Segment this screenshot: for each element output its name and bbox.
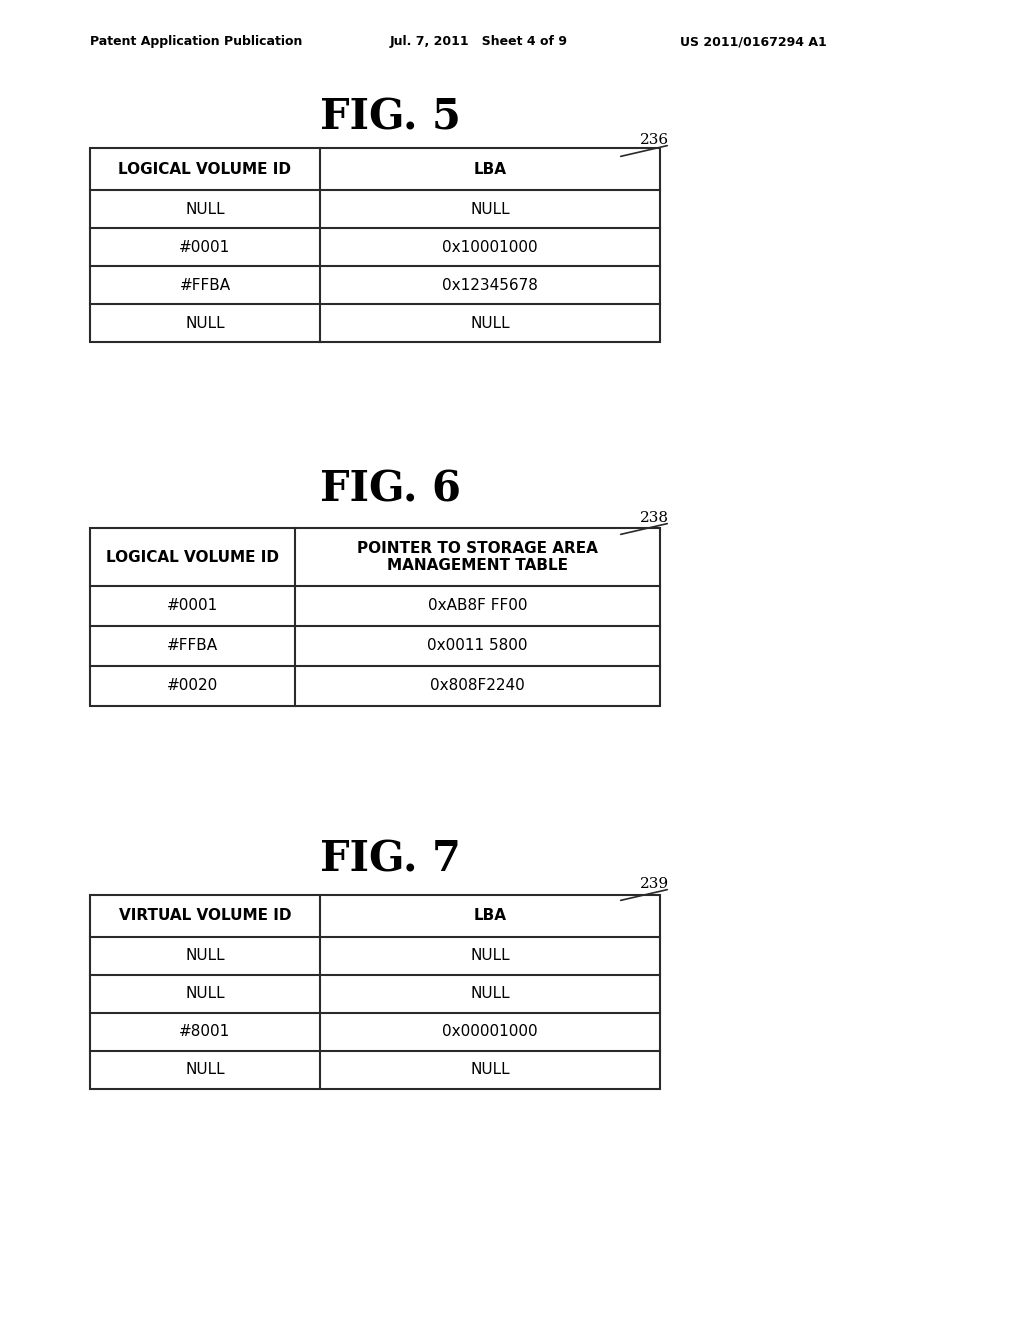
- Text: NULL: NULL: [470, 949, 510, 964]
- Text: Patent Application Publication: Patent Application Publication: [90, 36, 302, 49]
- Text: 0x00001000: 0x00001000: [442, 1024, 538, 1040]
- Text: 0x808F2240: 0x808F2240: [430, 678, 525, 693]
- Text: NULL: NULL: [470, 1063, 510, 1077]
- Text: NULL: NULL: [470, 986, 510, 1002]
- Bar: [90, 528, 660, 706]
- Text: 0x10001000: 0x10001000: [442, 239, 538, 255]
- Text: 236: 236: [640, 133, 669, 147]
- Text: NULL: NULL: [185, 202, 225, 216]
- Bar: [90, 895, 660, 1089]
- Text: #FFBA: #FFBA: [179, 277, 230, 293]
- Text: LBA: LBA: [473, 908, 507, 924]
- Text: FIG. 6: FIG. 6: [319, 469, 461, 511]
- Text: LOGICAL VOLUME ID: LOGICAL VOLUME ID: [119, 161, 292, 177]
- Text: POINTER TO STORAGE AREA
MANAGEMENT TABLE: POINTER TO STORAGE AREA MANAGEMENT TABLE: [357, 541, 598, 573]
- Text: 0xAB8F FF00: 0xAB8F FF00: [428, 598, 527, 614]
- Text: 0x12345678: 0x12345678: [442, 277, 538, 293]
- Text: LOGICAL VOLUME ID: LOGICAL VOLUME ID: [106, 549, 279, 565]
- Text: NULL: NULL: [470, 315, 510, 330]
- Text: US 2011/0167294 A1: US 2011/0167294 A1: [680, 36, 826, 49]
- Text: #0001: #0001: [179, 239, 230, 255]
- Text: #FFBA: #FFBA: [167, 639, 218, 653]
- Text: NULL: NULL: [470, 202, 510, 216]
- Text: VIRTUAL VOLUME ID: VIRTUAL VOLUME ID: [119, 908, 291, 924]
- Text: FIG. 5: FIG. 5: [319, 96, 461, 139]
- Text: 239: 239: [640, 876, 669, 891]
- Text: 238: 238: [640, 511, 669, 525]
- Text: #0001: #0001: [167, 598, 218, 614]
- Text: LBA: LBA: [473, 161, 507, 177]
- Text: FIG. 7: FIG. 7: [319, 840, 461, 880]
- Text: NULL: NULL: [185, 315, 225, 330]
- Text: NULL: NULL: [185, 1063, 225, 1077]
- Text: NULL: NULL: [185, 986, 225, 1002]
- Text: #8001: #8001: [179, 1024, 230, 1040]
- Text: #0020: #0020: [167, 678, 218, 693]
- Bar: [90, 148, 660, 342]
- Text: 0x0011 5800: 0x0011 5800: [427, 639, 527, 653]
- Text: NULL: NULL: [185, 949, 225, 964]
- Text: Jul. 7, 2011   Sheet 4 of 9: Jul. 7, 2011 Sheet 4 of 9: [390, 36, 568, 49]
